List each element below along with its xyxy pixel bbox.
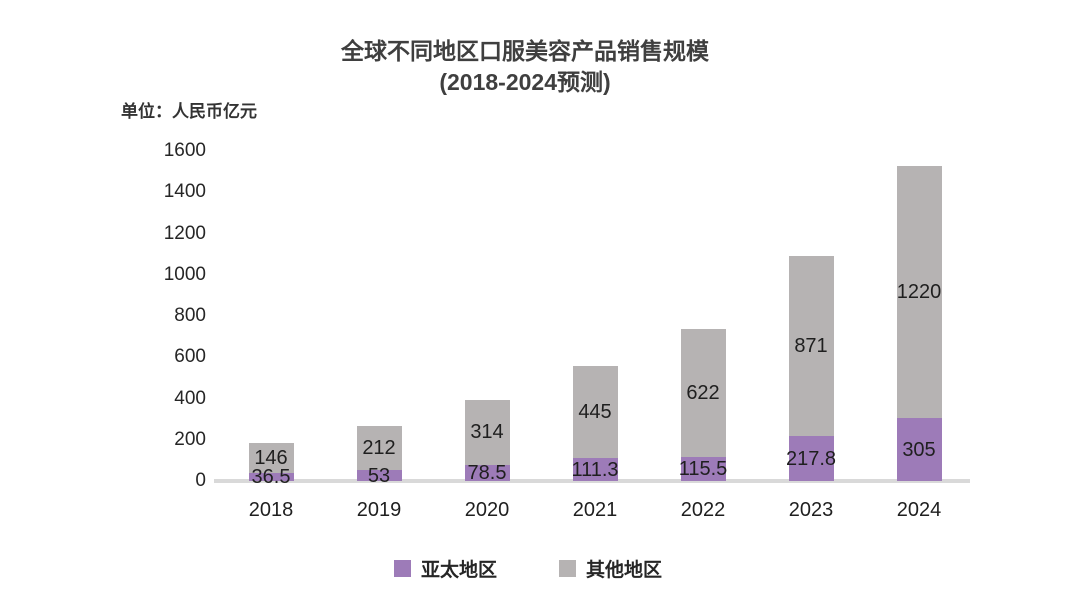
bar-segment-other (572, 366, 618, 459)
legend-item-apac: 亚太地区 (393, 555, 497, 582)
bar-value-label-other: 871 (794, 335, 828, 358)
bar-value-label-other: 445 (578, 401, 612, 424)
x-tick-label: 2018 (248, 499, 294, 521)
bar-segment-apac (896, 418, 942, 481)
bar-value-label-other: 1220 (896, 281, 942, 304)
chart-title: 全球不同地区口服美容产品销售规模 (2018-2024预测) (0, 36, 1050, 98)
x-tick-label: 2022 (680, 499, 726, 521)
bar-segment-other (896, 166, 942, 419)
chart-title-line1: 全球不同地区口服美容产品销售规模 (341, 38, 709, 64)
legend-label-other: 其他地区 (586, 560, 663, 581)
bar-value-label-other: 314 (470, 421, 504, 444)
bar-segment-other (248, 443, 294, 474)
y-tick-label: 1000 (163, 263, 206, 285)
bar-value-label-apac: 53 (367, 464, 391, 487)
bar-segment-other (356, 426, 402, 471)
bar-segment-apac (464, 464, 510, 481)
y-tick-label: 0 (195, 470, 206, 491)
bar-value-label-apac: 78.5 (467, 461, 507, 484)
bar-value-label-other: 146 (254, 447, 288, 470)
bar-segment-apac (356, 470, 402, 481)
y-tick-label: 600 (174, 346, 206, 368)
x-axis-line (214, 479, 970, 483)
y-tick-label: 400 (174, 387, 206, 409)
bar-value-label-apac: 217.8 (785, 447, 837, 470)
bar-value-label-other: 212 (362, 437, 396, 460)
y-tick-label: 800 (174, 305, 206, 326)
y-tick-label: 1400 (163, 181, 206, 203)
bar-value-label-other: 622 (686, 382, 720, 405)
bar-segment-apac (680, 457, 726, 481)
x-tick-label: 2024 (896, 499, 942, 521)
bar-segment-other (680, 328, 726, 458)
y-tick-label: 1200 (163, 222, 206, 244)
bar-segment-other (464, 400, 510, 465)
bar-value-label-apac: 305 (902, 438, 936, 461)
x-tick-label: 2020 (464, 499, 510, 521)
bar-segment-other (788, 256, 834, 437)
bar-segment-apac (788, 436, 834, 481)
legend-swatch-other (559, 560, 576, 577)
legend-label-apac: 亚太地区 (420, 560, 497, 581)
bar-value-label-apac: 111.3 (571, 458, 619, 481)
x-tick-label: 2021 (572, 499, 618, 521)
legend-swatch-apac (393, 560, 411, 577)
y-tick-label: 200 (174, 428, 206, 450)
bar-segment-apac (248, 473, 294, 481)
y-tick-label: 1600 (163, 140, 206, 161)
bar-value-label-apac: 115.5 (678, 458, 728, 481)
x-tick-label: 2023 (788, 499, 834, 521)
bar-value-label-apac: 36.5 (251, 466, 291, 489)
x-tick-label: 2019 (356, 499, 402, 521)
unit-label: 单位：人民币亿元 (121, 102, 257, 121)
bar-segment-apac (572, 458, 618, 481)
legend-item-other: 其他地区 (559, 555, 662, 582)
legend: 亚太地区 其他地区 (0, 555, 1056, 582)
chart-title-line2: (2018-2024预测) (439, 69, 611, 95)
